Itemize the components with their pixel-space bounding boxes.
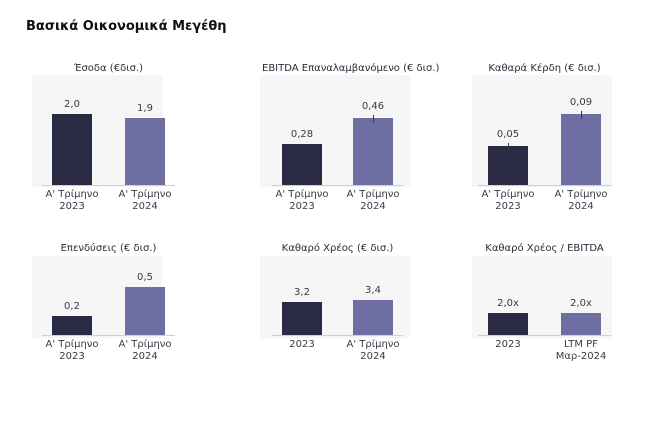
chart-panel-1: Έσοδα (€δισ.) 2,0 Α' Τρίμηνο 2023 1,9 Α' Τρί… <box>10 55 200 230</box>
page-title: Βασικά Οικονομικά Μεγέθη <box>26 19 227 34</box>
bar-second <box>353 300 393 335</box>
data-label: 2,0 <box>64 99 80 111</box>
data-label: 0,28 <box>290 129 314 141</box>
bar-second <box>125 286 165 335</box>
category-label: LTM PF Μαρ-2024 <box>555 339 607 362</box>
data-label: 0,05 <box>496 128 520 140</box>
chart-panel-5: Καθαρό Χρέος (€ δισ.) 3,2 2023 3,4 Α' Τρίμην… <box>230 238 420 413</box>
data-label: 3,4 <box>365 285 381 297</box>
bar-first <box>52 315 92 335</box>
category-label: 2023 <box>495 339 521 350</box>
category-label: Α' Τρίμηνο 2024 <box>118 339 172 362</box>
chart-panel-4: Επενδύσεις (€ δισ.) 0,2 Α' Τρίμηνο 2023 0,5… <box>10 238 200 413</box>
chart-title: Επενδύσεις (€ δισ.) <box>60 243 157 254</box>
data-label: 3,2 <box>294 287 310 299</box>
category-label: Α' Τρίμηνο 2024 <box>554 189 608 212</box>
category-label: Α' Τρίμηνο 2024 <box>346 339 400 362</box>
error-tick <box>581 111 582 120</box>
data-label: 1,9 <box>137 102 153 114</box>
bar-second <box>561 313 601 335</box>
chart-title: EBITDA Επαναλαμβανόμενο (€ δισ.) <box>262 63 440 74</box>
category-label: Α' Τρίμηνο 2023 <box>275 189 329 212</box>
category-label: Α' Τρίμηνο 2023 <box>45 189 99 212</box>
bar-second <box>125 117 165 185</box>
category-label: Α' Τρίμηνο 2023 <box>481 189 535 212</box>
chart-title: Καθαρό Χρέος / EBITDA <box>485 243 604 254</box>
category-label: Α' Τρίμηνο 2023 <box>45 339 99 362</box>
bar-first <box>282 302 322 335</box>
x-axis-line <box>42 185 175 186</box>
bar-first <box>488 145 528 185</box>
bar-first <box>488 313 528 335</box>
error-tick <box>508 142 509 151</box>
chart-title: Έσοδα (€δισ.) <box>74 63 143 74</box>
error-tick <box>373 115 374 124</box>
category-label: 2023 <box>289 339 315 350</box>
chart-title: Καθαρό Χρέος (€ δισ.) <box>281 243 394 254</box>
x-axis-line <box>272 335 403 336</box>
data-label: 0,5 <box>137 271 153 283</box>
data-label: 2,0x <box>497 298 519 310</box>
chart-panel-3: Καθαρά Κέρδη (€ δισ.) 0,05 Α' Τρίμηνο 2023… <box>450 55 640 230</box>
bar-second <box>561 114 601 185</box>
data-label: 0,46 <box>361 101 385 113</box>
data-label: 0,09 <box>569 97 593 109</box>
x-axis-line <box>272 185 403 186</box>
category-label: Α' Τρίμηνο 2024 <box>346 189 400 212</box>
x-axis-line <box>478 185 611 186</box>
bar-first <box>282 144 322 185</box>
chart-panel-2: EBITDA Επαναλαμβανόμενο (€ δισ.) 0,28 Α' Τ… <box>230 55 440 230</box>
data-label: 0,2 <box>64 300 80 312</box>
x-axis-line <box>478 335 611 336</box>
chart-title: Καθαρά Κέρδη (€ δισ.) <box>488 63 601 74</box>
data-label: 2,0x <box>570 298 592 310</box>
bar-second <box>353 118 393 185</box>
category-label: Α' Τρίμηνο 2024 <box>118 189 172 212</box>
bar-first <box>52 114 92 185</box>
chart-panel-6: Καθαρό Χρέος / EBITDA 2,0x 2023 2,0x LTM PF … <box>450 238 640 413</box>
x-axis-line <box>42 335 175 336</box>
